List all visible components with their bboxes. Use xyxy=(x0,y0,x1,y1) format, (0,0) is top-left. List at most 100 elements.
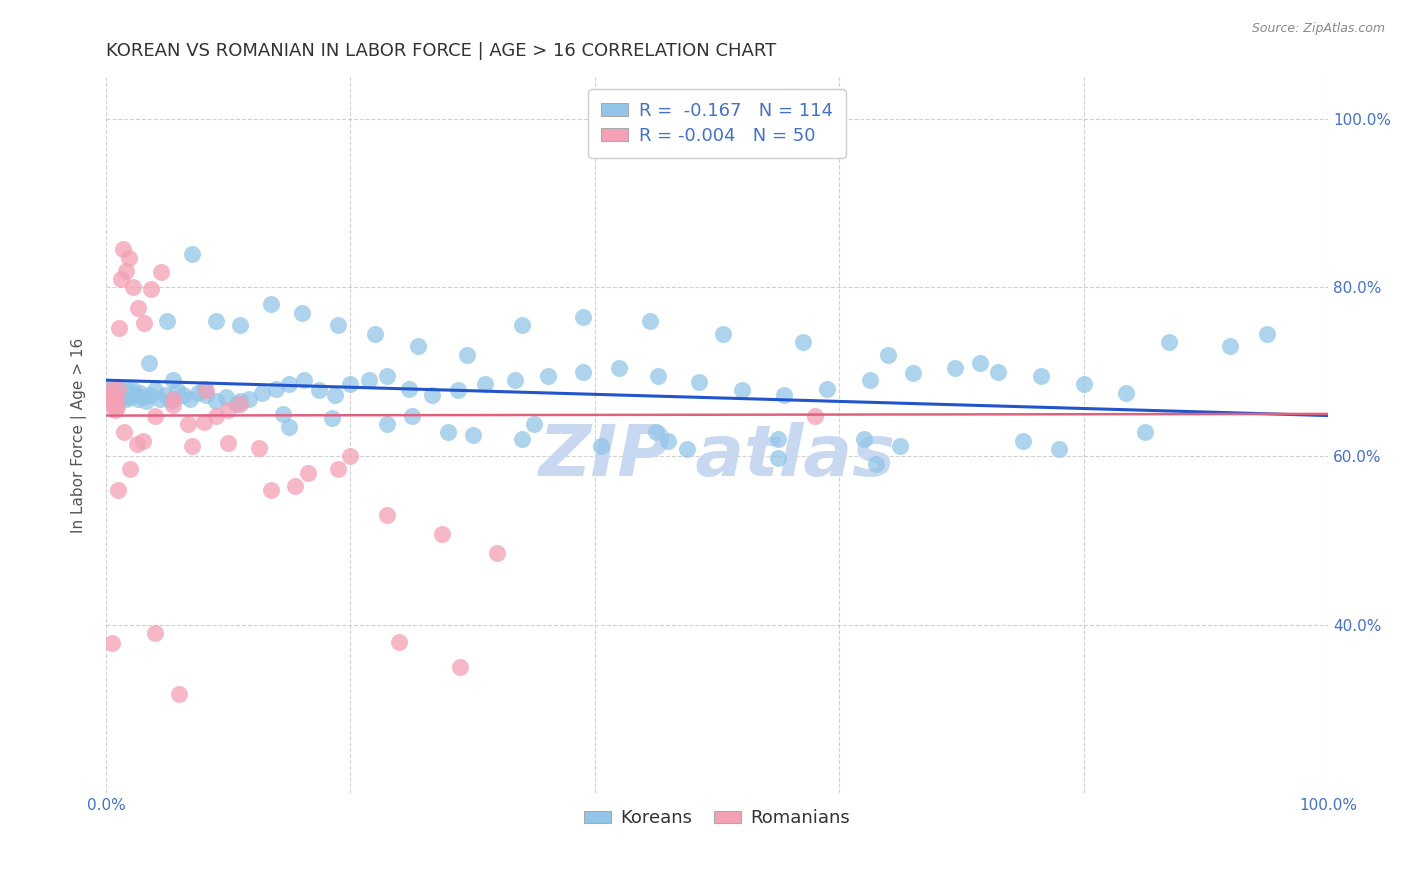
Point xyxy=(730,384,752,398)
Point xyxy=(129,385,152,400)
Point xyxy=(149,392,172,406)
Point xyxy=(766,450,789,465)
Point xyxy=(114,392,136,406)
Point xyxy=(179,392,201,406)
Point xyxy=(229,318,252,333)
Point xyxy=(118,251,141,265)
Point xyxy=(143,409,166,423)
Point xyxy=(107,382,129,396)
Point xyxy=(104,385,127,400)
Point xyxy=(328,318,350,333)
Point xyxy=(114,263,136,277)
Point xyxy=(437,425,460,440)
Point xyxy=(290,306,312,320)
Point xyxy=(430,526,453,541)
Point xyxy=(1256,326,1278,341)
Point xyxy=(120,461,142,475)
Point xyxy=(195,388,218,402)
Point xyxy=(292,373,315,387)
Point xyxy=(711,326,734,341)
Point xyxy=(108,382,131,396)
Point xyxy=(1029,368,1052,383)
Point xyxy=(987,365,1010,379)
Point xyxy=(339,449,361,463)
Point xyxy=(238,392,260,406)
Point xyxy=(127,392,149,406)
Point xyxy=(449,660,471,674)
Point xyxy=(104,392,127,406)
Point xyxy=(852,432,875,446)
Point xyxy=(1219,339,1241,353)
Point xyxy=(131,434,153,448)
Point xyxy=(120,385,142,400)
Point xyxy=(264,382,287,396)
Point xyxy=(1047,442,1070,457)
Point xyxy=(357,373,380,387)
Point xyxy=(103,392,125,406)
Point xyxy=(177,417,200,431)
Point xyxy=(339,377,361,392)
Point xyxy=(486,546,509,560)
Point xyxy=(225,397,247,411)
Point xyxy=(162,392,184,406)
Point xyxy=(510,432,533,446)
Point xyxy=(675,442,697,457)
Point xyxy=(187,385,209,400)
Point xyxy=(260,483,283,497)
Point xyxy=(375,417,398,431)
Point xyxy=(112,390,135,404)
Point xyxy=(143,626,166,640)
Point xyxy=(118,390,141,404)
Point xyxy=(122,280,145,294)
Point xyxy=(122,384,145,398)
Point xyxy=(112,243,135,257)
Point xyxy=(505,373,527,387)
Point xyxy=(107,394,129,409)
Point xyxy=(278,377,301,392)
Point xyxy=(456,348,478,362)
Point xyxy=(638,314,661,328)
Point xyxy=(117,384,139,398)
Point xyxy=(103,388,125,402)
Point xyxy=(98,394,121,409)
Point xyxy=(607,360,630,375)
Point xyxy=(252,385,274,400)
Point xyxy=(1073,377,1095,392)
Point xyxy=(105,400,128,414)
Point xyxy=(323,388,346,402)
Point xyxy=(162,373,184,387)
Point xyxy=(229,394,252,409)
Point xyxy=(124,388,146,402)
Point xyxy=(537,368,560,383)
Point xyxy=(375,508,398,522)
Point xyxy=(1011,434,1033,448)
Point xyxy=(271,407,294,421)
Point xyxy=(792,335,814,350)
Point xyxy=(321,411,343,425)
Point xyxy=(131,390,153,404)
Point xyxy=(205,314,228,328)
Point xyxy=(166,384,188,398)
Point xyxy=(97,382,120,396)
Point xyxy=(97,388,120,402)
Point xyxy=(278,419,301,434)
Point xyxy=(100,390,122,404)
Point xyxy=(112,385,135,400)
Point xyxy=(100,384,122,398)
Point xyxy=(110,388,132,402)
Point xyxy=(159,394,181,409)
Point xyxy=(877,348,900,362)
Point xyxy=(143,384,166,398)
Y-axis label: In Labor Force | Age > 16: In Labor Force | Age > 16 xyxy=(72,337,87,533)
Point xyxy=(571,310,593,324)
Point xyxy=(1133,425,1156,440)
Point xyxy=(172,388,194,402)
Point xyxy=(193,382,215,396)
Point xyxy=(420,388,443,402)
Point xyxy=(180,439,202,453)
Point xyxy=(132,316,155,330)
Point xyxy=(127,301,149,316)
Point xyxy=(138,356,160,370)
Point xyxy=(108,321,131,335)
Point xyxy=(589,439,612,453)
